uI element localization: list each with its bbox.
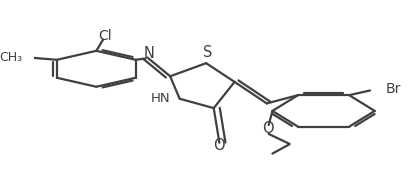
Text: CH₃: CH₃ — [0, 51, 23, 64]
Text: Br: Br — [384, 82, 399, 96]
Text: S: S — [203, 45, 212, 60]
Text: Cl: Cl — [97, 29, 111, 43]
Text: O: O — [213, 138, 225, 153]
Text: O: O — [261, 121, 273, 136]
Text: N: N — [144, 46, 154, 61]
Text: HN: HN — [150, 92, 170, 105]
